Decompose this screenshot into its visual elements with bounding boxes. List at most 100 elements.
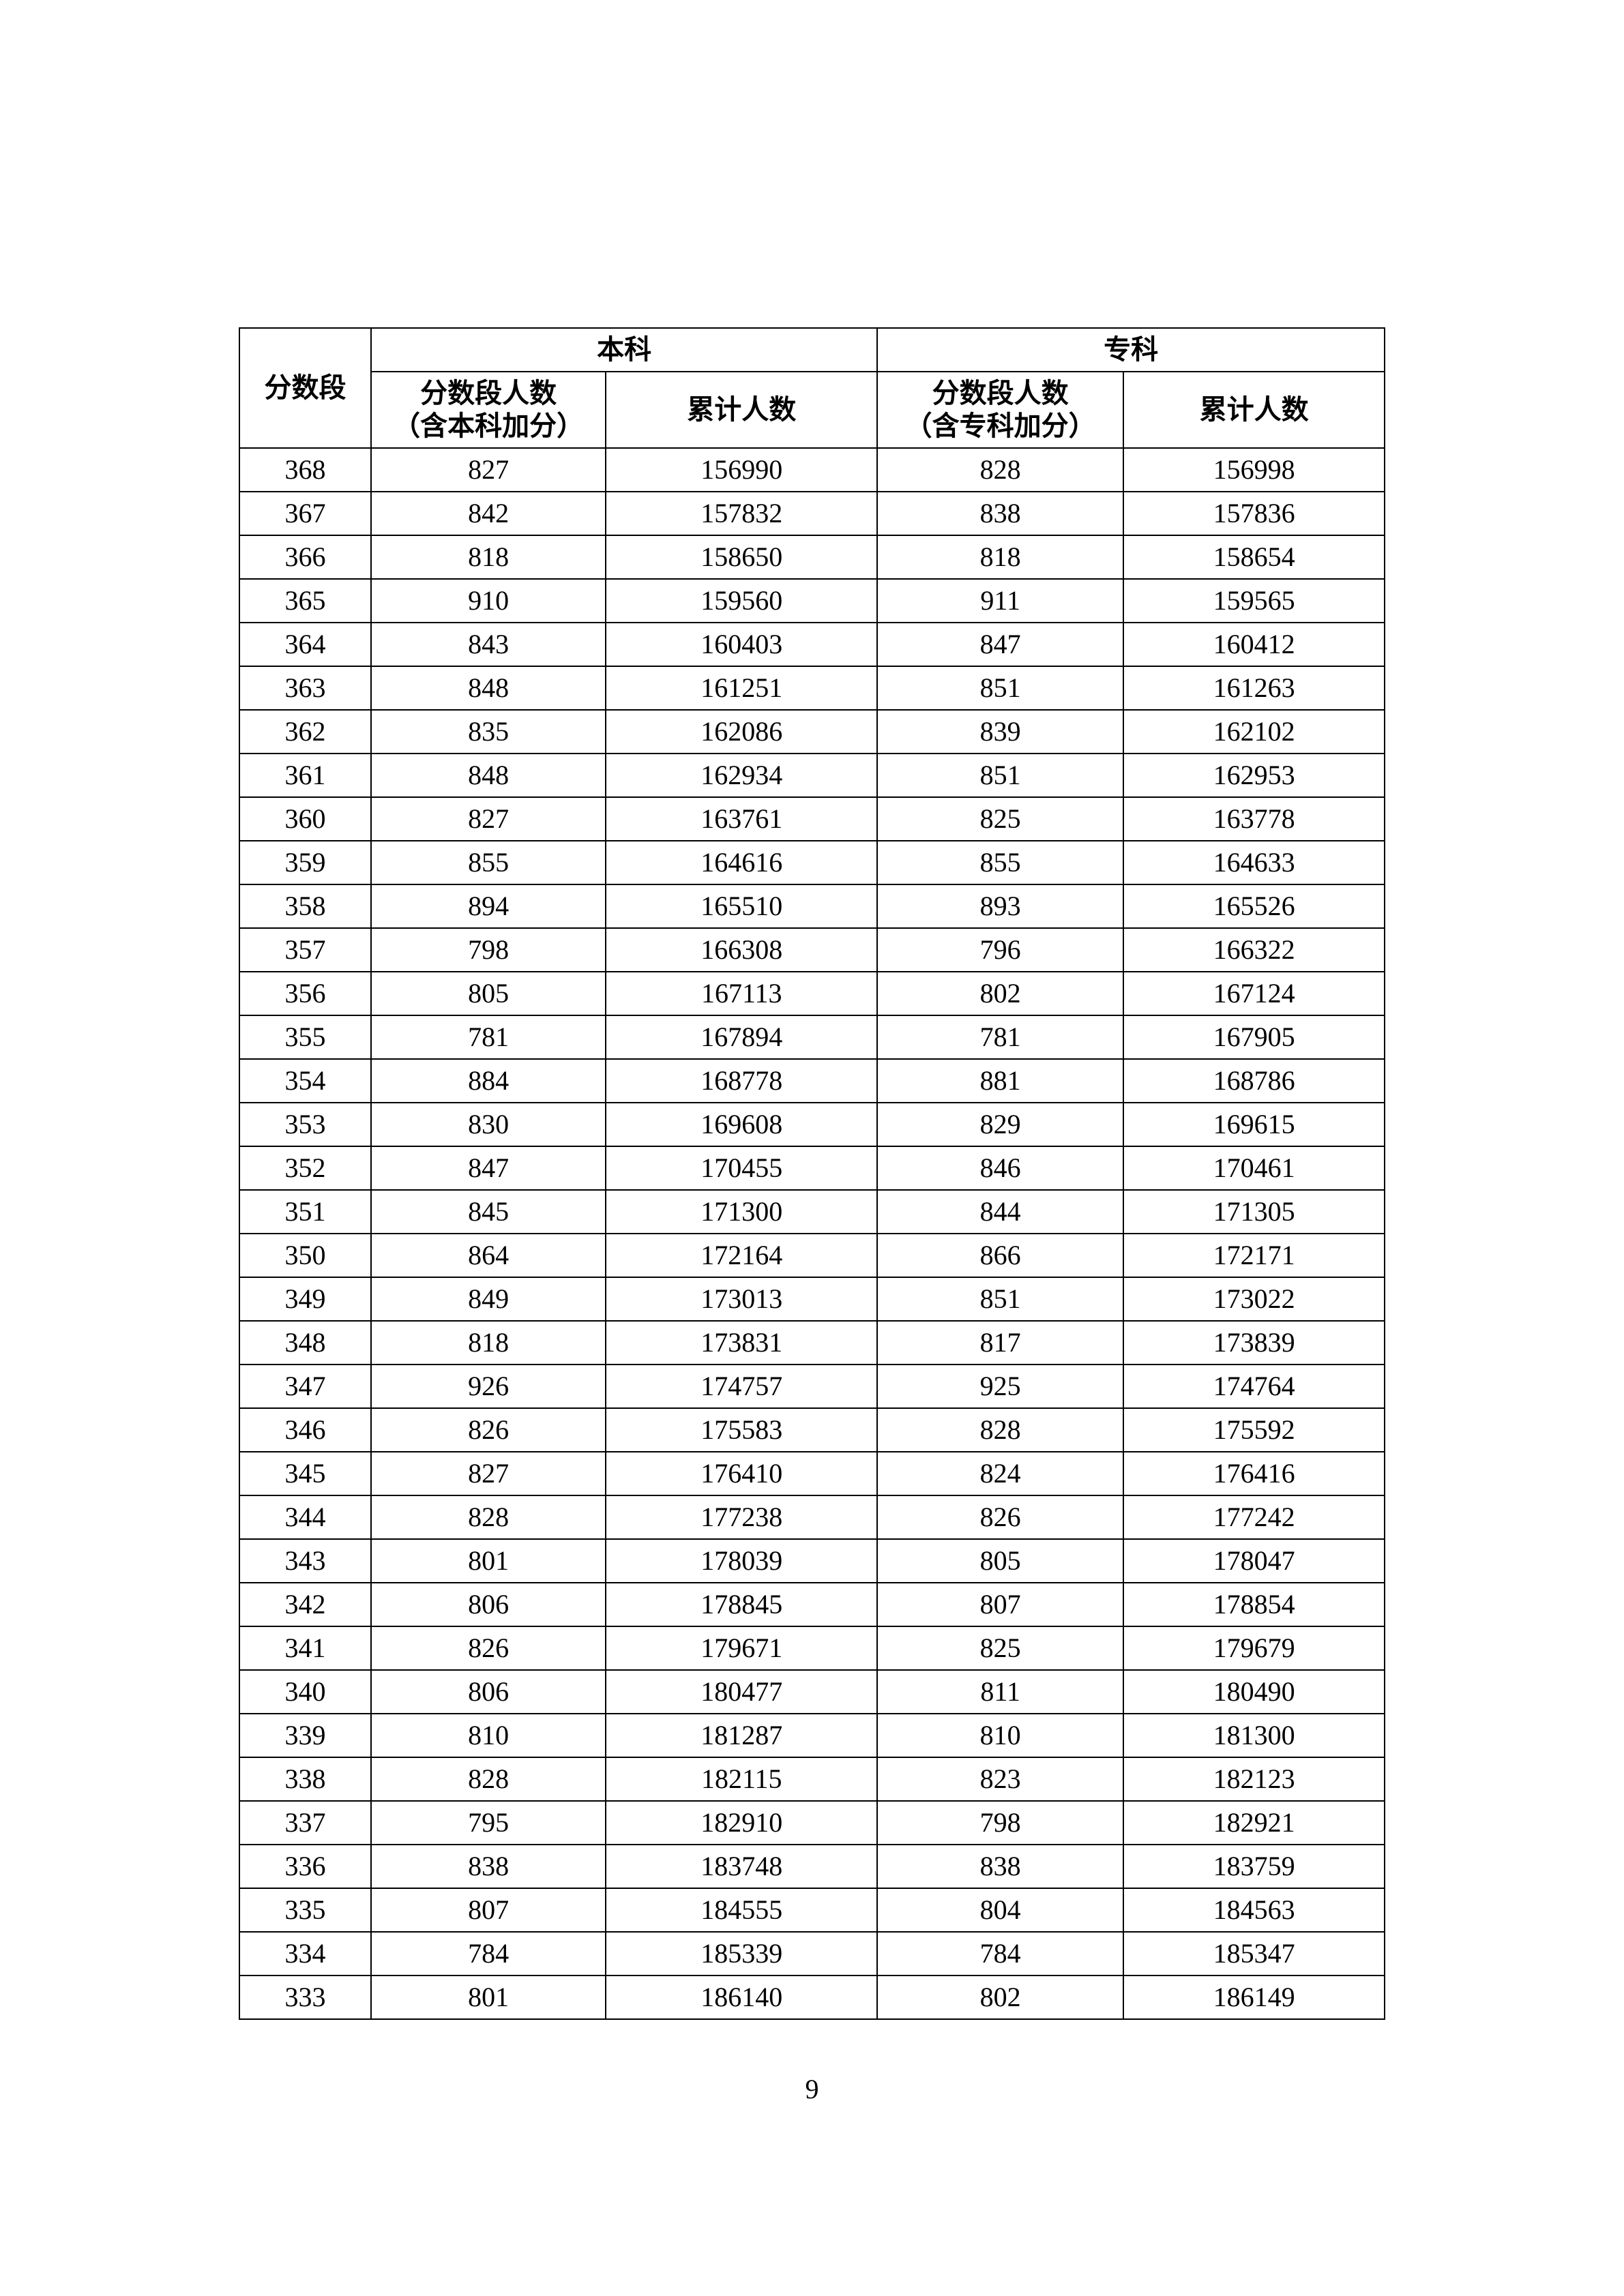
table-row: 355781167894781167905 bbox=[239, 1015, 1385, 1059]
table-row: 347926174757925174764 bbox=[239, 1365, 1385, 1408]
table-cell: 844 bbox=[877, 1190, 1123, 1234]
table-row: 353830169608829169615 bbox=[239, 1103, 1385, 1146]
table-cell: 165510 bbox=[606, 884, 877, 928]
table-cell: 806 bbox=[371, 1583, 606, 1626]
table-cell: 811 bbox=[877, 1670, 1123, 1714]
table-cell: 804 bbox=[877, 1888, 1123, 1932]
table-cell: 781 bbox=[877, 1015, 1123, 1059]
table-cell: 827 bbox=[371, 797, 606, 841]
table-cell: 181300 bbox=[1123, 1714, 1385, 1757]
table-cell: 160412 bbox=[1123, 623, 1385, 666]
table-cell: 345 bbox=[239, 1452, 371, 1495]
table-cell: 168786 bbox=[1123, 1059, 1385, 1103]
table-cell: 157832 bbox=[606, 492, 877, 535]
table-row: 333801186140802186149 bbox=[239, 1976, 1385, 2019]
table-row: 340806180477811180490 bbox=[239, 1670, 1385, 1714]
table-cell: 162953 bbox=[1123, 754, 1385, 797]
table-cell: 160403 bbox=[606, 623, 877, 666]
table-cell: 167905 bbox=[1123, 1015, 1385, 1059]
table-cell: 342 bbox=[239, 1583, 371, 1626]
table-cell: 851 bbox=[877, 666, 1123, 710]
table-cell: 784 bbox=[877, 1932, 1123, 1976]
table-row: 365910159560911159565 bbox=[239, 579, 1385, 623]
table-cell: 828 bbox=[877, 1408, 1123, 1452]
table-cell: 855 bbox=[371, 841, 606, 884]
table-cell: 817 bbox=[877, 1321, 1123, 1365]
table-cell: 849 bbox=[371, 1277, 606, 1321]
table-cell: 171300 bbox=[606, 1190, 877, 1234]
table-cell: 167124 bbox=[1123, 972, 1385, 1015]
table-cell: 156998 bbox=[1123, 448, 1385, 492]
table-cell: 159560 bbox=[606, 579, 877, 623]
table-row: 342806178845807178854 bbox=[239, 1583, 1385, 1626]
table-row: 354884168778881168786 bbox=[239, 1059, 1385, 1103]
table-cell: 178854 bbox=[1123, 1583, 1385, 1626]
table-cell: 825 bbox=[877, 797, 1123, 841]
table-cell: 926 bbox=[371, 1365, 606, 1408]
table-cell: 181287 bbox=[606, 1714, 877, 1757]
table-cell: 177242 bbox=[1123, 1495, 1385, 1539]
table-cell: 186149 bbox=[1123, 1976, 1385, 2019]
col-benke-cum: 累计人数 bbox=[606, 372, 877, 448]
table-cell: 158654 bbox=[1123, 535, 1385, 579]
table-cell: 360 bbox=[239, 797, 371, 841]
table-row: 364843160403847160412 bbox=[239, 623, 1385, 666]
table-cell: 784 bbox=[371, 1932, 606, 1976]
col-zhuanke-count-l1: 分数段人数 bbox=[905, 377, 1096, 410]
table-cell: 176416 bbox=[1123, 1452, 1385, 1495]
table-cell: 169608 bbox=[606, 1103, 877, 1146]
table-row: 335807184555804184563 bbox=[239, 1888, 1385, 1932]
table-cell: 178039 bbox=[606, 1539, 877, 1583]
table-cell: 348 bbox=[239, 1321, 371, 1365]
table-row: 362835162086839162102 bbox=[239, 710, 1385, 754]
table-cell: 159565 bbox=[1123, 579, 1385, 623]
table-row: 360827163761825163778 bbox=[239, 797, 1385, 841]
table-cell: 182910 bbox=[606, 1801, 877, 1845]
table-row: 363848161251851161263 bbox=[239, 666, 1385, 710]
table-cell: 157836 bbox=[1123, 492, 1385, 535]
table-row: 357798166308796166322 bbox=[239, 928, 1385, 972]
table-cell: 343 bbox=[239, 1539, 371, 1583]
table-cell: 170455 bbox=[606, 1146, 877, 1190]
table-cell: 818 bbox=[371, 535, 606, 579]
table-cell: 795 bbox=[371, 1801, 606, 1845]
page-number: 9 bbox=[0, 2073, 1624, 2105]
col-score: 分数段 bbox=[239, 328, 371, 448]
col-benke-count-l2: （含本科加分） bbox=[393, 410, 584, 443]
table-cell: 351 bbox=[239, 1190, 371, 1234]
table-cell: 182921 bbox=[1123, 1801, 1385, 1845]
table-row: 356805167113802167124 bbox=[239, 972, 1385, 1015]
table-cell: 166322 bbox=[1123, 928, 1385, 972]
table-cell: 362 bbox=[239, 710, 371, 754]
document-page: 分数段 本科 专科 分数段人数 （含本科加分） 累计人数 分数段人数 （含专科加… bbox=[0, 0, 1624, 2296]
table-cell: 164633 bbox=[1123, 841, 1385, 884]
table-row: 337795182910798182921 bbox=[239, 1801, 1385, 1845]
table-cell: 855 bbox=[877, 841, 1123, 884]
table-row: 338828182115823182123 bbox=[239, 1757, 1385, 1801]
table-row: 367842157832838157836 bbox=[239, 492, 1385, 535]
table-cell: 170461 bbox=[1123, 1146, 1385, 1190]
table-cell: 356 bbox=[239, 972, 371, 1015]
table-cell: 352 bbox=[239, 1146, 371, 1190]
table-row: 341826179671825179679 bbox=[239, 1626, 1385, 1670]
table-cell: 807 bbox=[877, 1583, 1123, 1626]
table-cell: 367 bbox=[239, 492, 371, 535]
table-cell: 162086 bbox=[606, 710, 877, 754]
table-cell: 344 bbox=[239, 1495, 371, 1539]
table-cell: 335 bbox=[239, 1888, 371, 1932]
table-cell: 185339 bbox=[606, 1932, 877, 1976]
table-cell: 349 bbox=[239, 1277, 371, 1321]
table-cell: 355 bbox=[239, 1015, 371, 1059]
table-cell: 180477 bbox=[606, 1670, 877, 1714]
table-cell: 186140 bbox=[606, 1976, 877, 2019]
table-cell: 851 bbox=[877, 1277, 1123, 1321]
table-cell: 341 bbox=[239, 1626, 371, 1670]
table-row: 359855164616855164633 bbox=[239, 841, 1385, 884]
table-cell: 802 bbox=[877, 972, 1123, 1015]
table-row: 349849173013851173022 bbox=[239, 1277, 1385, 1321]
table-cell: 842 bbox=[371, 492, 606, 535]
table-cell: 818 bbox=[371, 1321, 606, 1365]
table-cell: 182123 bbox=[1123, 1757, 1385, 1801]
table-cell: 810 bbox=[877, 1714, 1123, 1757]
table-cell: 179679 bbox=[1123, 1626, 1385, 1670]
